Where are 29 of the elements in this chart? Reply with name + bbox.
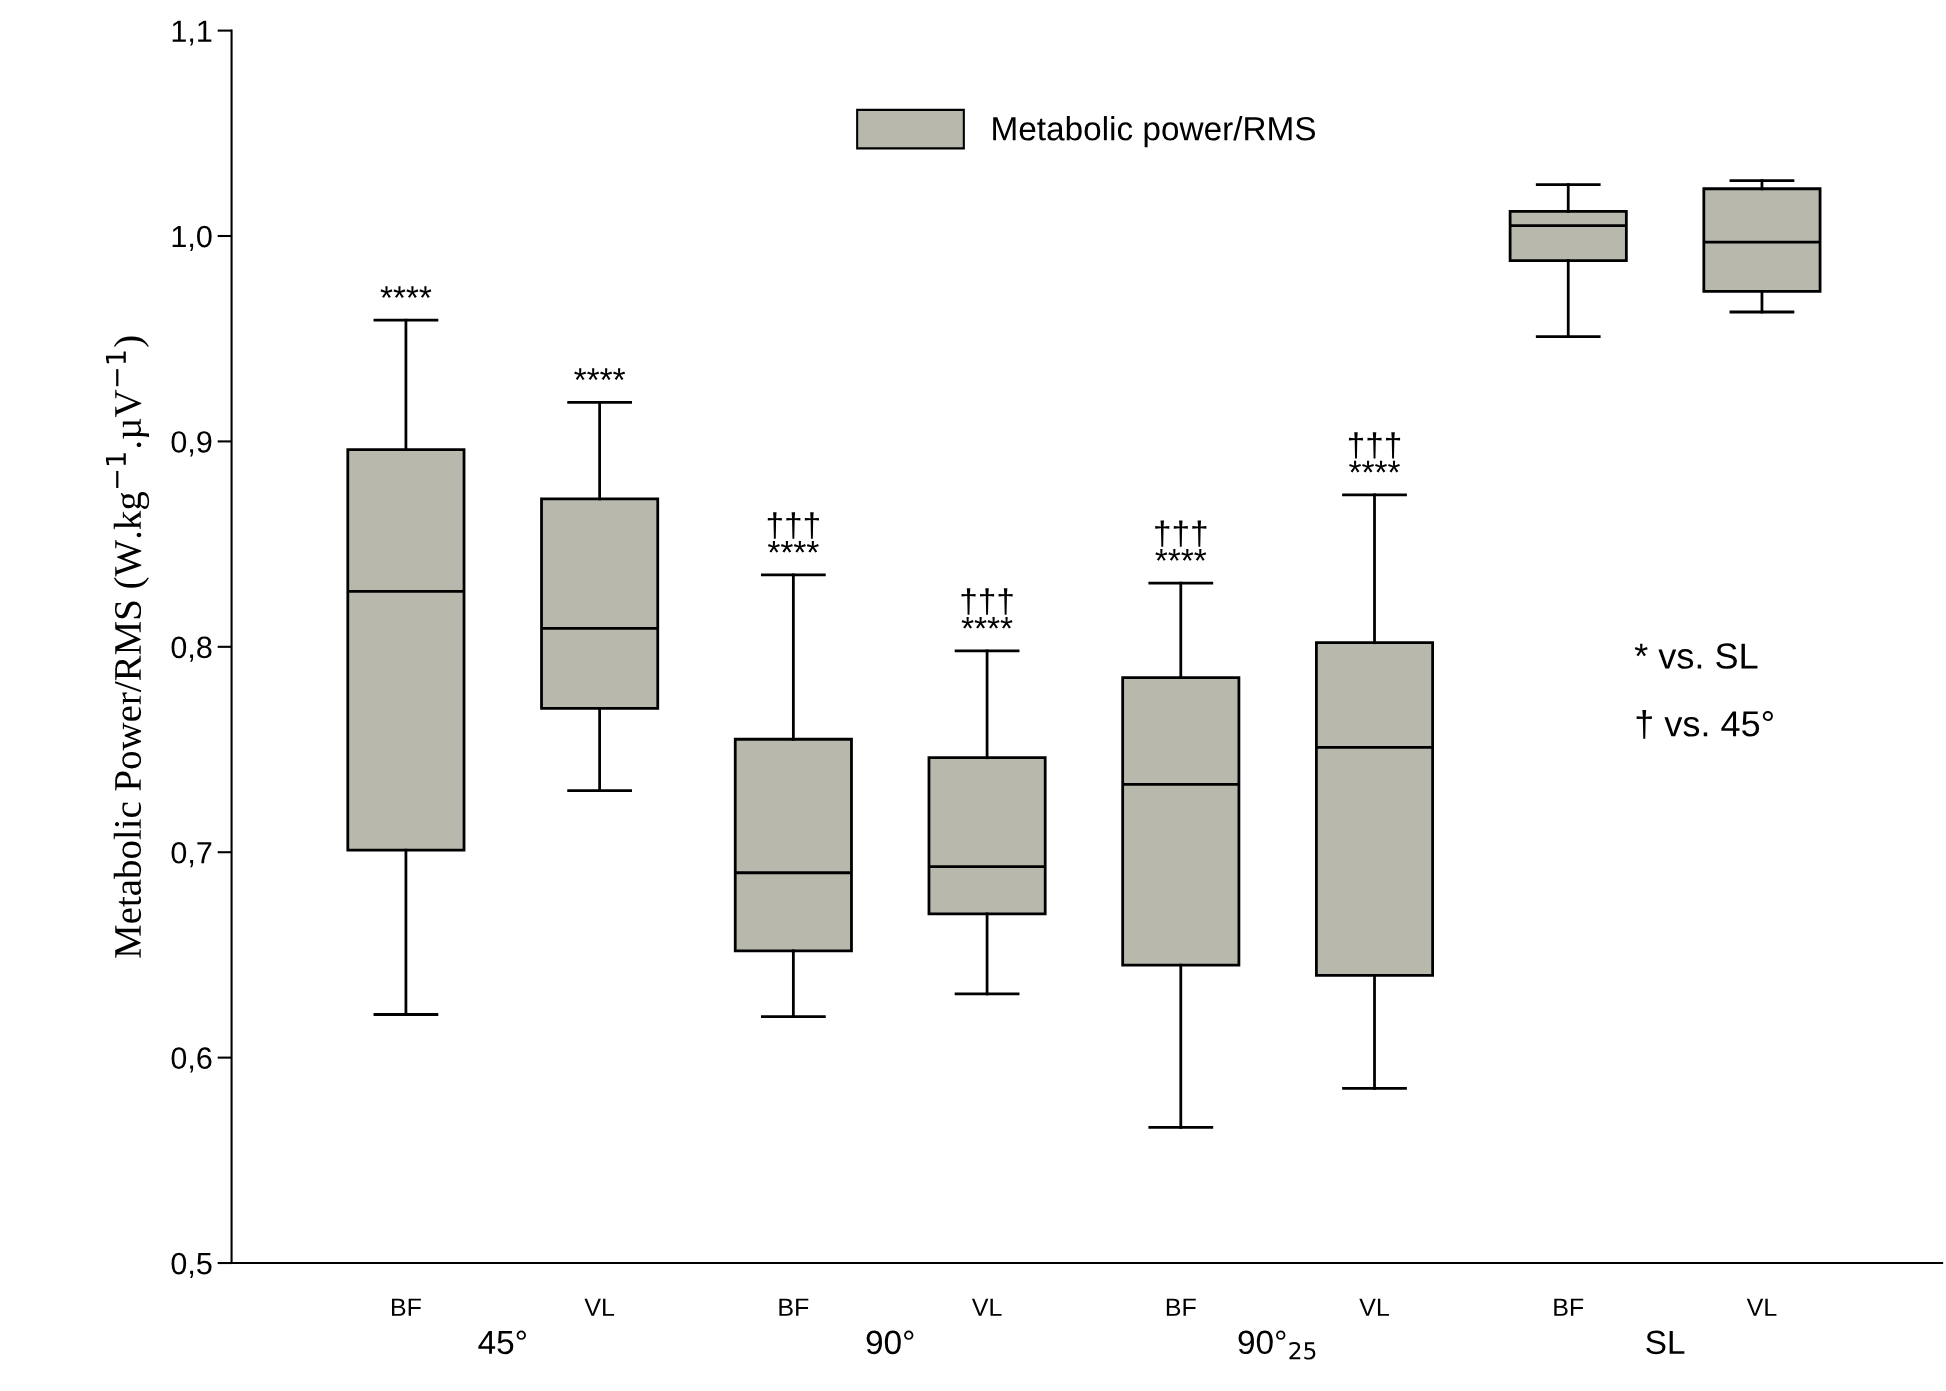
- x-tick-label: BF: [392, 1298, 421, 1316]
- annotation: ****: [380, 286, 432, 298]
- text: 90°: [866, 1330, 914, 1355]
- y-tick-label: 0,6: [171, 1047, 212, 1073]
- y-tick-label: 0,7: [171, 841, 212, 868]
- y-tick-label: 0,8: [171, 636, 212, 662]
- annotation: † vs. 45°: [1636, 710, 1773, 739]
- annotation: ††† ****: [767, 512, 819, 553]
- x-tick-label: BF: [1166, 1298, 1196, 1316]
- annotation: * vs. SL: [1634, 643, 1758, 669]
- text: 45°: [478, 1330, 526, 1355]
- annotation: ††† ****: [961, 588, 1013, 629]
- annotation: ††† ****: [1155, 520, 1207, 561]
- y-tick-label: 0,9: [171, 431, 212, 457]
- annotation: ††† ****: [1348, 432, 1401, 473]
- y-axis-title: Metabolic Power/RMS (W.kg$^{−1}$.µV$^{−1}$): [105, 336, 150, 958]
- annotation: ****: [574, 368, 626, 381]
- x-tick-label: BF: [1554, 1298, 1584, 1316]
- text: 90°$_{25}$: [1238, 1330, 1316, 1360]
- text: SL: [1646, 1330, 1685, 1355]
- legend-label: Metabolic power/RMS: [993, 116, 1316, 148]
- x-tick-label: BF: [779, 1298, 809, 1316]
- x-tick-label: VL: [971, 1298, 1002, 1316]
- y-tick-label: 1,1: [172, 20, 212, 46]
- x-tick-label: VL: [1746, 1298, 1777, 1316]
- x-tick-label: VL: [1359, 1298, 1389, 1316]
- y-tick-label: 1,0: [172, 225, 212, 251]
- y-tick-label: 0,5: [171, 1252, 212, 1279]
- x-tick-label: VL: [584, 1298, 615, 1316]
